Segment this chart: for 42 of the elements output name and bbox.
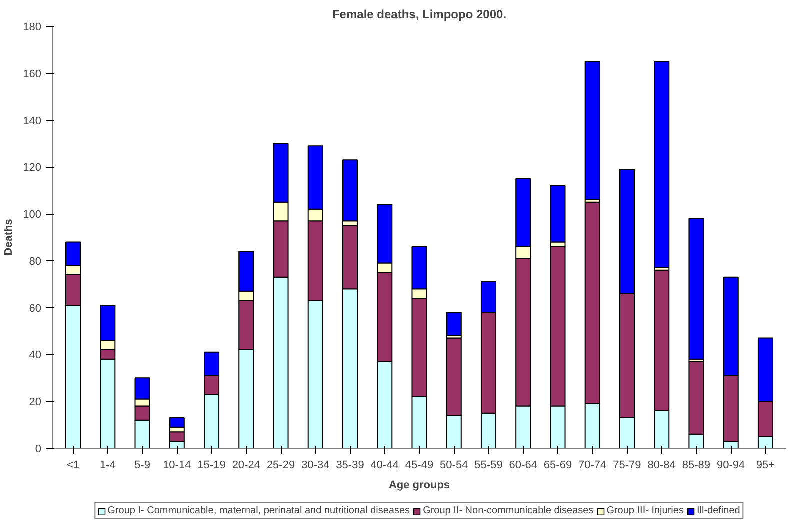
- x-tick-label: 15-19: [198, 460, 226, 472]
- y-tick-label: 180: [23, 22, 42, 34]
- legend-label: Group III- Injuries: [606, 506, 684, 516]
- x-tick-label: 65-69: [544, 460, 572, 472]
- x-tick-label: 50-54: [440, 460, 468, 472]
- x-tick-label: 90-94: [717, 460, 746, 472]
- x-tick-label: 45-49: [405, 460, 434, 472]
- x-tick-label: 20-24: [232, 460, 260, 472]
- x-tick-label: 75-79: [613, 460, 642, 472]
- x-tick-label: 55-59: [474, 460, 503, 472]
- x-tick-label: 30-34: [302, 460, 330, 472]
- x-tick-label: <1: [67, 460, 80, 472]
- y-tick-label: 80: [29, 256, 42, 268]
- x-tick-label: 70-74: [578, 460, 607, 472]
- legend-label: Ill-defined: [696, 506, 740, 516]
- x-tick-label: 1-4: [100, 460, 116, 472]
- y-tick-label: 0: [35, 444, 42, 456]
- bar: [654, 61, 670, 268]
- bar: [688, 218, 704, 360]
- bar: [584, 61, 600, 200]
- x-tick-label: 60-64: [509, 460, 538, 472]
- y-tick-label: 60: [29, 302, 42, 315]
- y-tick-label: 140: [23, 115, 42, 128]
- y-tick-label: 160: [23, 68, 42, 80]
- x-tick-label: 35-39: [336, 460, 364, 472]
- y-tick-label: 20: [29, 396, 42, 409]
- x-tick-label: 25-29: [266, 460, 296, 472]
- x-tick-label: 80-84: [648, 460, 676, 472]
- x-tick-label: 40-44: [370, 460, 399, 472]
- x-tick-label: 5-9: [134, 460, 150, 472]
- chart-title: Female deaths, Limpopo 2000.: [332, 8, 507, 22]
- bar: [446, 312, 462, 336]
- x-tick-label: 10-14: [163, 460, 192, 472]
- x-tick-label: 95+: [756, 460, 776, 472]
- x-tick-label: 85-89: [682, 460, 711, 472]
- legend-label: Group II- Non-communicable diseases: [423, 506, 594, 516]
- y-tick-label: 40: [29, 350, 42, 362]
- y-tick-label: 120: [23, 162, 42, 174]
- legend-label: Group I- Communicable, maternal, perinatal and nutritional diseases: [108, 506, 410, 516]
- y-tick-label: 100: [23, 209, 42, 222]
- y-axis-title: Deaths: [3, 219, 16, 256]
- x-axis-title: Age groups: [388, 480, 450, 492]
